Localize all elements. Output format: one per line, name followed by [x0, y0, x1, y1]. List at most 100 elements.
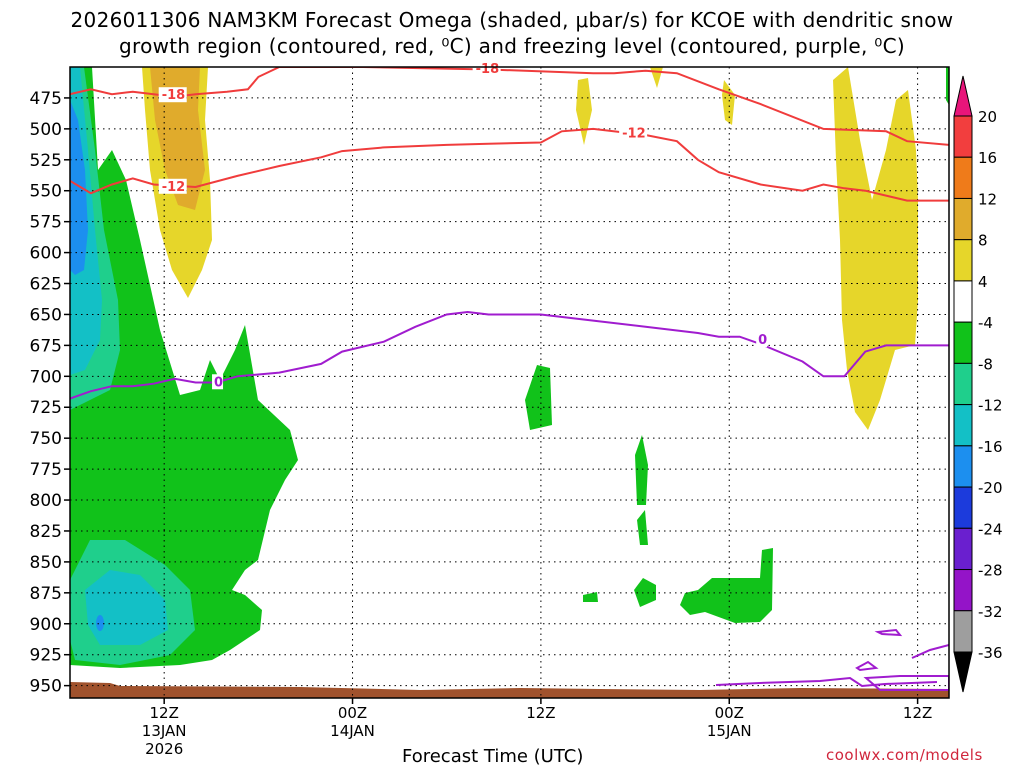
omega-region-neg16 [70, 100, 88, 275]
y-tick-label: 475 [30, 89, 62, 109]
y-tick-label: 925 [30, 646, 62, 666]
omega-cell [525, 365, 552, 430]
colorbar-label: -24 [978, 520, 1003, 538]
ground-band [70, 682, 949, 698]
colorbar-label: 20 [978, 108, 997, 126]
freezing-level-contour-low [911, 644, 949, 659]
omega-cell [637, 510, 648, 545]
colorbar-label: -28 [978, 562, 1003, 580]
y-tick-label: 850 [30, 553, 62, 573]
chart-title-line1: 2026011306 NAM3KM Forecast Omega (shaded… [70, 8, 954, 32]
x-axis-title: Forecast Time (UTC) [402, 746, 584, 767]
omega-region-pos4 [722, 80, 735, 125]
freezing-level-contour-low [874, 628, 903, 637]
colorbar-label: 12 [978, 190, 997, 208]
x-tick-date: 14JAN [330, 722, 375, 740]
dgz-contour-label: -12 [622, 127, 646, 142]
freezing-level-contour [70, 310, 949, 400]
omega-region-pos8 [150, 67, 205, 210]
y-tick-label: 675 [30, 336, 62, 356]
omega-cell [583, 592, 598, 602]
y-tick-label: 875 [30, 584, 62, 604]
omega-region-pos4 [650, 67, 663, 88]
y-tick-label: 750 [30, 429, 62, 449]
omega-region-pos4 [833, 67, 918, 430]
colorbar-swatch [953, 239, 973, 282]
x-tick-label: 12Z [526, 704, 555, 722]
dgz-contour-label: -18 [476, 62, 500, 77]
colorbar-swatch [953, 115, 973, 158]
freezing-contour-label: 0 [214, 375, 223, 390]
dgz-contour-label: -12 [162, 180, 186, 195]
contour-label-bg [472, 61, 501, 77]
omega-region-pos4 [576, 78, 592, 145]
contour-label-bg [619, 125, 648, 141]
y-tick-label: 575 [30, 213, 62, 233]
colorbar-swatch [953, 321, 973, 364]
credit-text: coolwx.com/models [826, 746, 983, 764]
contour-label-bg [212, 374, 224, 390]
colorbar-label: 4 [978, 273, 988, 291]
colorbar-swatch [953, 610, 973, 653]
y-tick-label: 525 [30, 151, 62, 171]
colorbar-label: -12 [978, 397, 1003, 415]
colorbar-swatch [953, 527, 973, 571]
y-tick-label: 900 [30, 615, 62, 635]
chart-title-line2: growth region (contoured, red, ⁰C) and f… [119, 34, 905, 58]
colorbar-label: -20 [978, 479, 1003, 497]
colorbar-swatch [953, 404, 973, 447]
colorbar-label: 8 [978, 232, 988, 250]
colorbar-swatch [953, 569, 973, 612]
colorbar-label: 16 [978, 149, 997, 167]
colorbar-swatch [953, 197, 973, 241]
colorbar: 20 16 12 8 4 -4 -8 -12 -16 -20 -24 -28 -32 -36 [953, 75, 1003, 693]
colorbar-swatch [953, 75, 973, 117]
x-tick-date: 13JAN [142, 722, 187, 740]
y-tick-label: 950 [30, 677, 62, 697]
y-tick-label: 775 [30, 460, 62, 480]
plot-frame [69, 66, 950, 699]
freezing-level-contour-low [863, 675, 949, 691]
freezing-level-contour-low [855, 660, 879, 672]
contour-label-bg [756, 332, 768, 348]
omega-cell [635, 435, 648, 505]
dgz-minus18-contour [70, 67, 949, 146]
omega-cell [680, 548, 773, 623]
contour-label-bg [158, 178, 187, 194]
dgz-contour-label: -18 [162, 88, 186, 103]
colorbar-swatch [953, 445, 973, 488]
colorbar-swatch [953, 362, 973, 406]
colorbar-swatch [953, 280, 973, 323]
omega-region-neg4 [70, 67, 298, 668]
y-tick-label: 650 [30, 305, 62, 325]
colorbar-swatch [953, 156, 973, 199]
freezing-level-contour-low [715, 676, 938, 688]
omega-region-neg12-low [85, 570, 168, 645]
x-tick-label: 00Z [338, 704, 367, 722]
x-tick-label: 12Z [149, 704, 178, 722]
y-tick-label: 700 [30, 367, 62, 387]
omega-cell [634, 578, 656, 607]
omega-region-neg16-spot [96, 615, 104, 631]
colorbar-label: -36 [978, 644, 1003, 662]
colorbar-label: -32 [978, 603, 1003, 621]
y-tick-label: 625 [30, 275, 62, 295]
colorbar-swatch [953, 651, 973, 693]
x-tick-label: 00Z [715, 704, 744, 722]
x-tick-label: 12Z [903, 704, 932, 722]
x-tick-year: 2026 [145, 740, 183, 758]
y-tick-label: 550 [30, 182, 62, 202]
contour-labels: -18 -18 -12 -12 0 0 [158, 61, 768, 390]
colorbar-label: -16 [978, 438, 1003, 456]
contour-label-bg [158, 87, 187, 103]
y-axis: 475 500 525 550 575 600 625 650 675 700 725 750 775 8… [30, 89, 70, 697]
y-tick-label: 800 [30, 491, 62, 511]
colorbar-label: -4 [978, 314, 993, 332]
freezing-contour-label: 0 [758, 333, 767, 348]
x-tick-date: 15JAN [707, 722, 752, 740]
y-tick-label: 725 [30, 398, 62, 418]
colorbar-label: -8 [978, 355, 993, 373]
colorbar-swatch [953, 486, 973, 529]
